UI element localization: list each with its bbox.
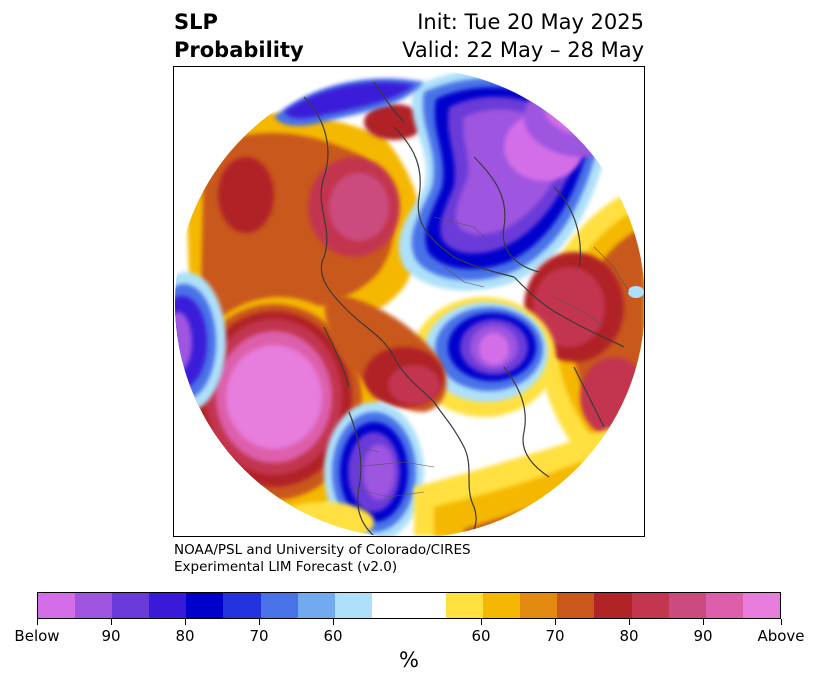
colorbar-tick-label: 70 xyxy=(545,627,565,645)
map-panel xyxy=(173,66,645,537)
credit-line-2: Experimental LIM Forecast (v2.0) xyxy=(174,559,398,575)
init-date-label: Init: Tue 20 May 2025 xyxy=(417,10,644,34)
colorbar-segment xyxy=(149,593,187,618)
colorbar-segment xyxy=(594,593,632,618)
coastlines xyxy=(303,81,635,536)
colorbar-tick-label: 90 xyxy=(101,627,121,645)
colorbar-tick xyxy=(259,619,260,625)
title-line-2: Probability xyxy=(174,38,304,62)
colorbar-segment xyxy=(446,593,484,618)
colorbar-segment xyxy=(520,593,558,618)
map-title-variable: SLP Probability xyxy=(174,8,304,64)
colorbar-tick-label: 60 xyxy=(323,627,343,645)
colorbar-segment xyxy=(668,593,706,618)
colorbar-tick-label: 90 xyxy=(693,627,713,645)
colorbar-tick-label: Below xyxy=(14,627,60,645)
credit-text: NOAA/PSL and University of Colorado/CIRE… xyxy=(174,542,471,576)
colorbar-segment xyxy=(742,593,780,618)
colorbar-segment xyxy=(705,593,743,618)
colorbar-tick xyxy=(555,619,556,625)
colorbar-tick xyxy=(37,619,38,625)
probability-field xyxy=(175,68,644,536)
colorbar-tick-label: 80 xyxy=(619,627,639,645)
probability-colorbar xyxy=(37,592,781,619)
map-title-dates: Init: Tue 20 May 2025 Valid: 22 May – 28… xyxy=(402,8,644,64)
colorbar-segment xyxy=(75,593,113,618)
colorbar-tick xyxy=(781,619,782,625)
colorbar-tick xyxy=(333,619,334,625)
colorbar-segment xyxy=(223,593,261,618)
colorbar-segment xyxy=(408,593,447,618)
colorbar-segment xyxy=(260,593,298,618)
colorbar-segment xyxy=(483,593,521,618)
colorbar-tick-label: 80 xyxy=(175,627,195,645)
credit-line-1: NOAA/PSL and University of Colorado/CIRE… xyxy=(174,542,471,558)
colorbar-tick xyxy=(185,619,186,625)
colorbar-segment xyxy=(38,593,76,618)
title-line-1: SLP xyxy=(174,10,218,34)
colorbar-segment xyxy=(371,593,409,618)
colorbar-segment xyxy=(112,593,150,618)
colorbar-tick-label: 70 xyxy=(249,627,269,645)
colorbar-unit-label: % xyxy=(399,648,419,672)
political-boundaries xyxy=(348,216,630,498)
colorbar-tick-label: Above xyxy=(757,627,805,645)
colorbar-segment xyxy=(557,593,595,618)
probability-map xyxy=(175,68,644,536)
colorbar-tick xyxy=(111,619,112,625)
colorbar-segment xyxy=(631,593,669,618)
valid-range-label: Valid: 22 May – 28 May xyxy=(402,38,644,62)
colorbar-tick xyxy=(629,619,630,625)
colorbar-segment xyxy=(297,593,335,618)
colorbar-segment xyxy=(186,593,224,618)
colorbar-tick xyxy=(703,619,704,625)
colorbar-tick-label: 60 xyxy=(471,627,491,645)
colorbar-segment xyxy=(334,593,372,618)
colorbar-tick xyxy=(481,619,482,625)
